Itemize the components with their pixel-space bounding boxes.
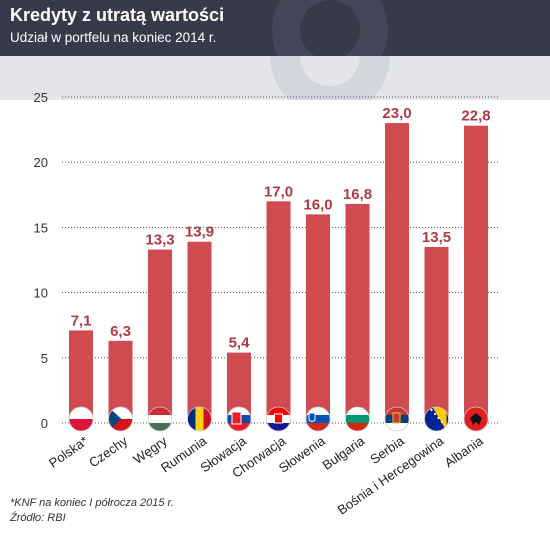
croatia-flag-icon — [266, 406, 291, 432]
chart-subtitle: Udział w portfelu na koniec 2014 r. — [10, 30, 217, 45]
category-label: Bułgaria — [320, 433, 368, 473]
value-label: 13,3 — [145, 232, 174, 249]
value-label: 16,0 — [303, 196, 332, 213]
value-label: 22,8 — [461, 108, 490, 125]
value-label: 7,1 — [71, 312, 92, 329]
bar — [306, 214, 330, 423]
czech-flag-icon — [108, 406, 133, 432]
category-label: Polska* — [46, 433, 91, 471]
slovenia-flag-icon — [305, 406, 331, 432]
value-label: 16,8 — [343, 186, 372, 203]
logo-watermark-band — [0, 56, 550, 100]
category-label: Czechy — [86, 433, 131, 470]
y-tick-label: 0 — [41, 416, 48, 431]
value-label: 6,3 — [110, 323, 131, 340]
value-label: 13,5 — [422, 229, 451, 246]
hungary-flag-icon — [147, 406, 173, 432]
poland-flag-icon — [68, 406, 94, 432]
slovakia-flag-icon — [226, 406, 252, 432]
source-note: Źródło: RBI — [10, 512, 66, 524]
flags — [68, 406, 489, 432]
y-tick-label: 25 — [34, 90, 48, 105]
footnote: *KNF na koniec I półrocza 2015 r. — [10, 497, 174, 509]
y-tick-label: 10 — [34, 286, 48, 301]
bulgaria-flag-icon — [345, 406, 370, 432]
chart-title: Kredyty z utratą wartości — [10, 5, 225, 25]
value-label: 5,4 — [229, 335, 251, 352]
value-labels: 7,1 6,3 13,3 13,9 5,4 17,0 16,0 16,8 23,0 13,5 22,… — [71, 105, 491, 352]
bar — [424, 246, 449, 423]
albania-flag-icon — [463, 406, 489, 432]
bar — [148, 249, 172, 423]
header-logo-icon — [272, 0, 388, 56]
header-band: Kredyty z utratą wartości Udział w portf… — [0, 0, 550, 56]
bar — [187, 241, 212, 423]
category-label: Albania — [442, 433, 487, 471]
serbia-flag-icon — [384, 406, 410, 432]
bar — [464, 125, 488, 424]
bar — [385, 123, 409, 423]
bar — [345, 203, 370, 423]
watermark-logo-icon — [270, 56, 390, 100]
y-tick-label: 20 — [34, 155, 48, 170]
bars — [69, 123, 488, 424]
romania-flag-icon — [187, 406, 212, 432]
bosnia-flag-icon — [424, 406, 449, 432]
value-label: 17,0 — [264, 183, 293, 200]
value-label: 13,9 — [185, 224, 214, 241]
y-tick-label: 15 — [34, 220, 48, 235]
footer: *KNF na koniec I półrocza 2015 r. Źródło… — [10, 496, 174, 526]
bar — [266, 201, 291, 423]
y-tick-label: 5 — [41, 351, 48, 366]
value-label: 23,0 — [382, 105, 411, 122]
